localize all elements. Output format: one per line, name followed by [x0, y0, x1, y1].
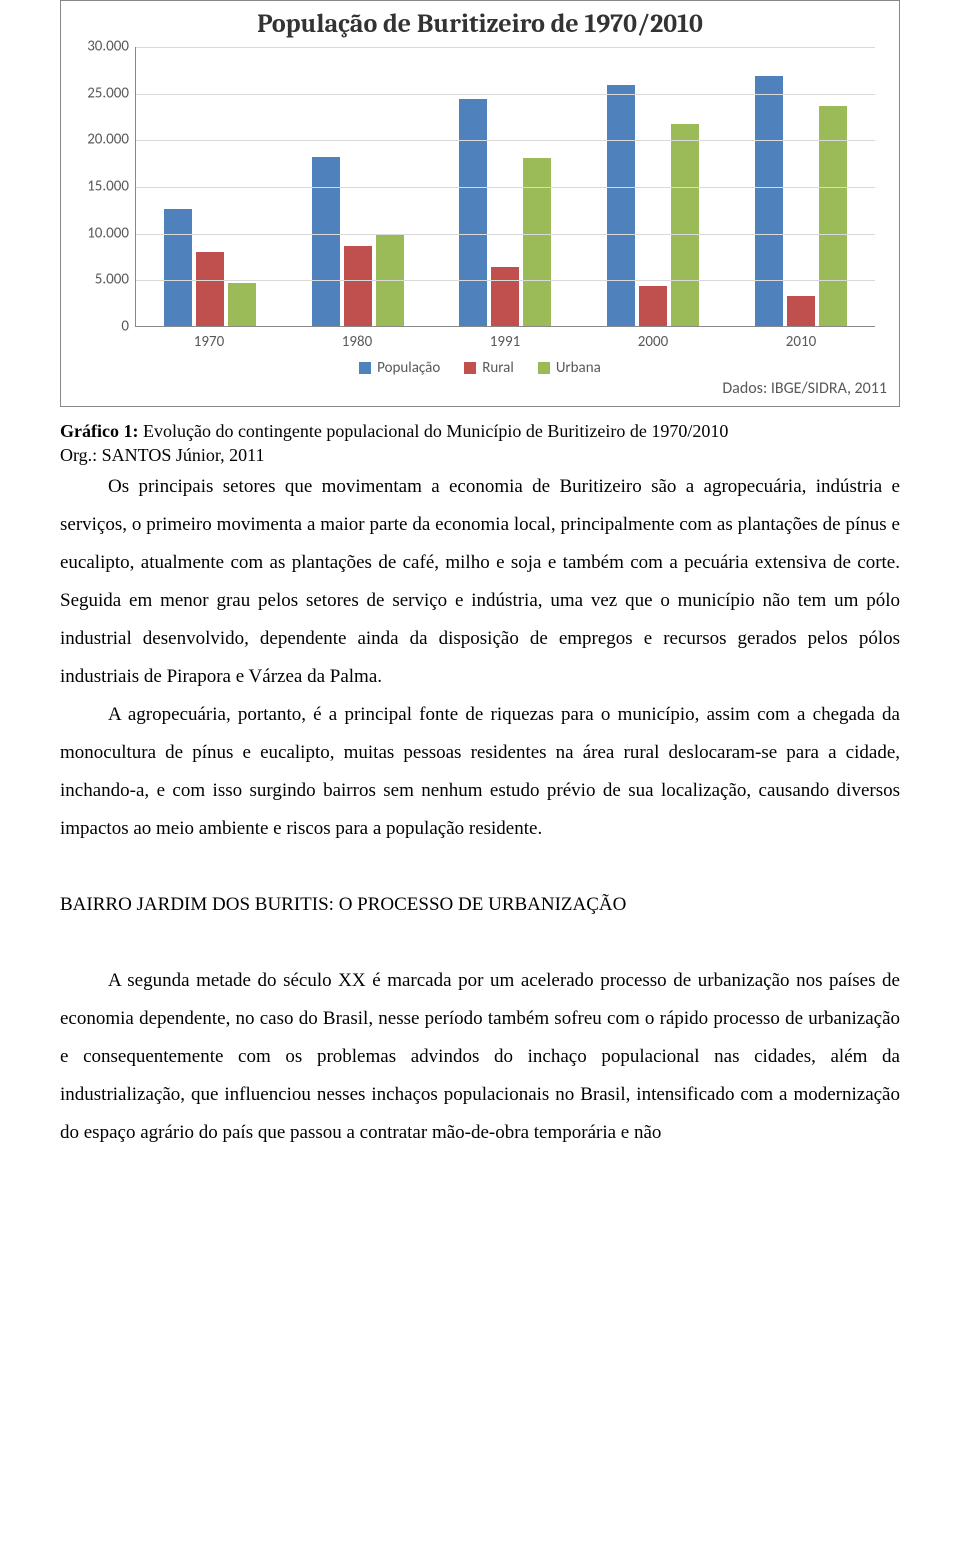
caption-text: Evolução do contingente populacional do … [138, 421, 728, 441]
chart-title: População de Buritizeiro de 1970/2010 [65, 9, 895, 39]
x-tick: 1991 [431, 327, 579, 351]
x-tick: 1970 [135, 327, 283, 351]
bar [671, 124, 699, 326]
bar [491, 267, 519, 326]
bar [787, 296, 815, 326]
chart-data-source: Dados: IBGE/SIDRA, 2011 [65, 377, 895, 398]
bar [755, 76, 783, 326]
paragraph-1: Os principais setores que movimentam a e… [60, 468, 900, 696]
legend-item: Urbana [538, 359, 601, 377]
paragraph-3: A segunda metade do século XX é marcada … [60, 962, 900, 1152]
x-axis-labels: 19701980199120002010 [135, 327, 875, 351]
legend-swatch [538, 362, 550, 374]
chart-container: População de Buritizeiro de 1970/2010 30… [60, 0, 900, 407]
bar [344, 246, 372, 326]
gridline [136, 280, 875, 281]
plot-area: 30.00025.00020.00015.00010.0005.0000 [65, 47, 895, 327]
gridline [136, 94, 875, 95]
bar [196, 252, 224, 326]
y-axis: 30.00025.00020.00015.00010.0005.0000 [65, 47, 135, 327]
legend-item: População [359, 359, 440, 377]
paragraph-2: A agropecuária, portanto, é a principal … [60, 696, 900, 848]
bar [639, 286, 667, 326]
legend-item: Rural [464, 359, 514, 377]
section-heading: BAIRRO JARDIM DOS BURITIS: O PROCESSO DE… [60, 886, 900, 924]
legend-label: Urbana [556, 359, 601, 377]
bar [459, 99, 487, 326]
body-text: Os principais setores que movimentam a e… [60, 468, 900, 848]
bar [523, 158, 551, 326]
gridline [136, 47, 875, 48]
x-tick: 2000 [579, 327, 727, 351]
legend-label: População [377, 359, 440, 377]
gridline [136, 234, 875, 235]
bar [607, 85, 635, 326]
gridline [136, 140, 875, 141]
bar [228, 283, 256, 326]
chart-legend: População Rural Urbana [65, 359, 895, 377]
plot [135, 47, 875, 327]
legend-swatch [359, 362, 371, 374]
legend-label: Rural [482, 359, 514, 377]
legend-swatch [464, 362, 476, 374]
body-text-2: A segunda metade do século XX é marcada … [60, 962, 900, 1152]
chart-caption: Gráfico 1: Evolução do contingente popul… [60, 419, 900, 468]
bar [819, 106, 847, 326]
document-page: População de Buritizeiro de 1970/2010 30… [0, 0, 960, 1192]
x-tick: 1980 [283, 327, 431, 351]
caption-org: Org.: SANTOS Júnior, 2011 [60, 445, 264, 465]
gridline [136, 187, 875, 188]
caption-label: Gráfico 1: [60, 421, 138, 441]
bar [312, 157, 340, 326]
bar [164, 209, 192, 326]
x-tick: 2010 [727, 327, 875, 351]
